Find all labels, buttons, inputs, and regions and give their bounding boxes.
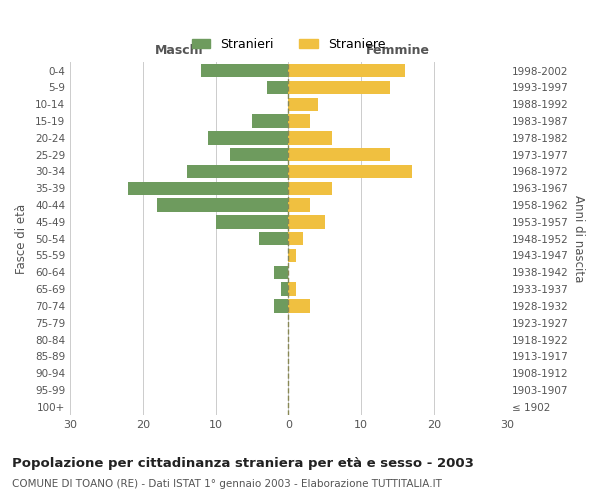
Bar: [274, 299, 289, 312]
Bar: [289, 98, 317, 111]
Text: COMUNE DI TOANO (RE) - Dati ISTAT 1° gennaio 2003 - Elaborazione TUTTITALIA.IT: COMUNE DI TOANO (RE) - Dati ISTAT 1° gen…: [12, 479, 442, 489]
Bar: [289, 249, 296, 262]
Bar: [289, 299, 310, 312]
Bar: [289, 148, 390, 162]
Bar: [289, 182, 332, 195]
Bar: [289, 131, 332, 144]
Y-axis label: Anni di nascita: Anni di nascita: [572, 195, 585, 282]
Bar: [289, 80, 390, 94]
Y-axis label: Fasce di età: Fasce di età: [15, 204, 28, 274]
Bar: [266, 80, 289, 94]
Bar: [289, 282, 296, 296]
Bar: [259, 232, 289, 245]
Text: Popolazione per cittadinanza straniera per età e sesso - 2003: Popolazione per cittadinanza straniera p…: [12, 458, 474, 470]
Bar: [208, 131, 289, 144]
Bar: [187, 165, 289, 178]
Bar: [252, 114, 289, 128]
Bar: [289, 165, 412, 178]
Legend: Stranieri, Straniere: Stranieri, Straniere: [187, 33, 390, 56]
Bar: [289, 232, 303, 245]
Bar: [230, 148, 289, 162]
Bar: [274, 266, 289, 279]
Bar: [201, 64, 289, 78]
Text: Femmine: Femmine: [365, 44, 430, 57]
Bar: [281, 282, 289, 296]
Bar: [157, 198, 289, 212]
Bar: [289, 198, 310, 212]
Bar: [289, 114, 310, 128]
Bar: [215, 215, 289, 228]
Text: Maschi: Maschi: [155, 44, 203, 57]
Bar: [128, 182, 289, 195]
Bar: [289, 64, 405, 78]
Bar: [289, 215, 325, 228]
